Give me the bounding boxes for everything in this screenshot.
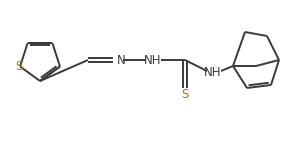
Text: NH: NH [144, 53, 162, 66]
Text: S: S [15, 60, 23, 73]
Text: S: S [181, 89, 189, 102]
Text: N: N [117, 53, 126, 66]
Text: NH: NH [204, 66, 222, 78]
